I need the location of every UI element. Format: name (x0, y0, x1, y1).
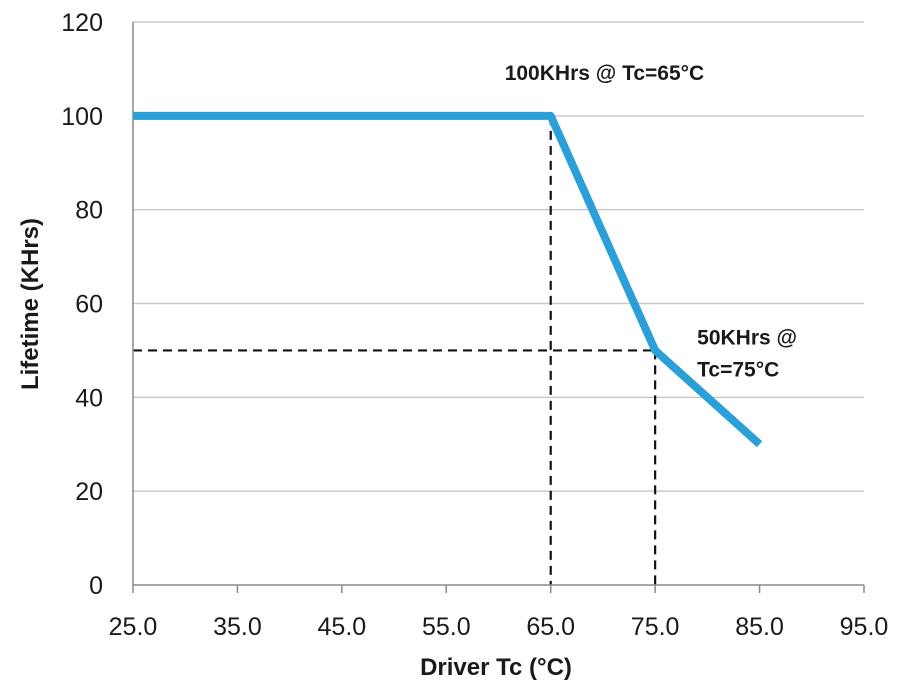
x-tick-label: 75.0 (631, 613, 680, 641)
gridlines (133, 21, 864, 492)
lifetime-line (133, 111, 763, 448)
x-tick-label: 25.0 (109, 613, 158, 641)
y-tick-label: 40 (75, 384, 103, 412)
y-tick-label: 60 (75, 291, 103, 319)
y-tick-label: 20 (75, 478, 103, 506)
x-tick-label: 85.0 (735, 613, 784, 641)
x-tick-label: 35.0 (213, 613, 262, 641)
series-group (133, 111, 763, 448)
y-tick-labels: 0 20 40 60 80 100 120 (61, 9, 103, 600)
y-tick-label: 120 (61, 9, 103, 37)
y-axis-title: Lifetime (KHrs) (17, 218, 44, 390)
x-tick-labels: 25.0 35.0 45.0 55.0 65.0 75.0 85.0 95.0 (109, 613, 889, 641)
axes (132, 22, 865, 593)
x-tick-label: 65.0 (526, 613, 575, 641)
reference-lines (133, 115, 657, 585)
annotation-label: 50KHrs @ (697, 326, 797, 349)
y-tick-label: 80 (75, 197, 103, 225)
annotation-label: Tc=75°C (697, 358, 779, 381)
x-tick-label: 95.0 (840, 613, 889, 641)
x-tick-label: 55.0 (422, 613, 471, 641)
y-tick-label: 100 (61, 103, 103, 131)
annotation-label: 100KHrs @ Tc=65°C (505, 62, 705, 85)
x-axis-title: Driver Tc (°C) (420, 654, 572, 681)
x-tick-label: 45.0 (318, 613, 367, 641)
y-tick-label: 0 (89, 572, 103, 600)
annotations: 100KHrs @ Tc=65°C 50KHrs @ Tc=75°C (505, 62, 797, 382)
